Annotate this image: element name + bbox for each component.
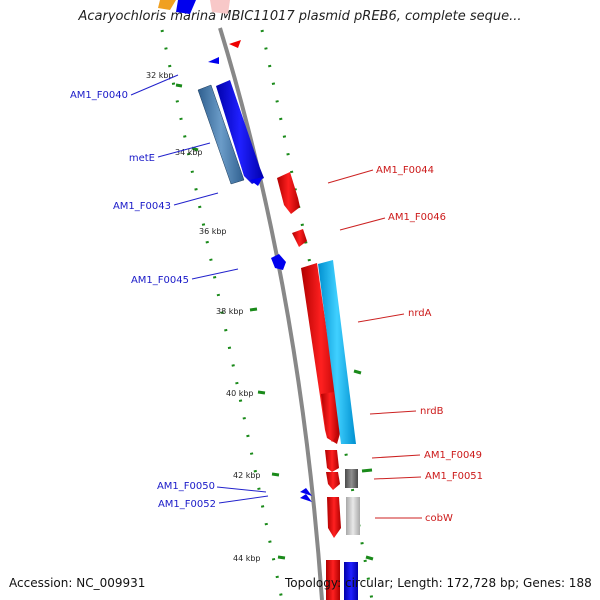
gene-label-left: AM1_F0052: [158, 499, 216, 510]
gene-label-right: cobW: [425, 513, 453, 524]
label-leaders-left: [130, 74, 269, 504]
gene-label-right: nrdA: [408, 308, 432, 319]
tick-label: 40 kbp: [226, 389, 254, 398]
gene-label-right: AM1_F0044: [376, 165, 434, 176]
gene-label-left: AM1_F0050: [157, 481, 215, 492]
gene-label-right: AM1_F0051: [425, 471, 483, 482]
tick-label: 36 kbp: [199, 227, 227, 236]
forward-strand-features: [277, 172, 360, 600]
genome-backbone: [218, 27, 324, 600]
gene-label-left: AM1_F0043: [113, 201, 171, 212]
label-leaders-right: [327, 169, 422, 519]
gene-label-right: AM1_F0049: [424, 450, 482, 461]
top-features: [158, 0, 241, 64]
kbp-ticks: 32 kbp 34 kbp 36 kbp 38 kbp 40 kbp 42 kb…: [146, 71, 261, 563]
gene-label-left: AM1_F0040: [70, 90, 128, 101]
gene-label-right: AM1_F0046: [388, 212, 446, 223]
gc-dashes: [175, 83, 374, 561]
tick-label: 44 kbp: [233, 554, 261, 563]
tick-label: 34 kbp: [175, 148, 203, 157]
tick-label: 32 kbp: [146, 71, 174, 80]
topology-text: Topology: circular; Length: 172,728 bp; …: [285, 576, 592, 590]
reverse-strand-features: [197, 80, 312, 502]
gene-label-right: nrdB: [420, 406, 444, 417]
accession-text: Accession: NC_009931: [9, 576, 146, 590]
tick-label: 42 kbp: [233, 471, 261, 480]
gene-label-left: AM1_F0045: [131, 275, 189, 286]
tick-label: 38 kbp: [216, 307, 244, 316]
gene-label-left: metE: [129, 153, 155, 164]
